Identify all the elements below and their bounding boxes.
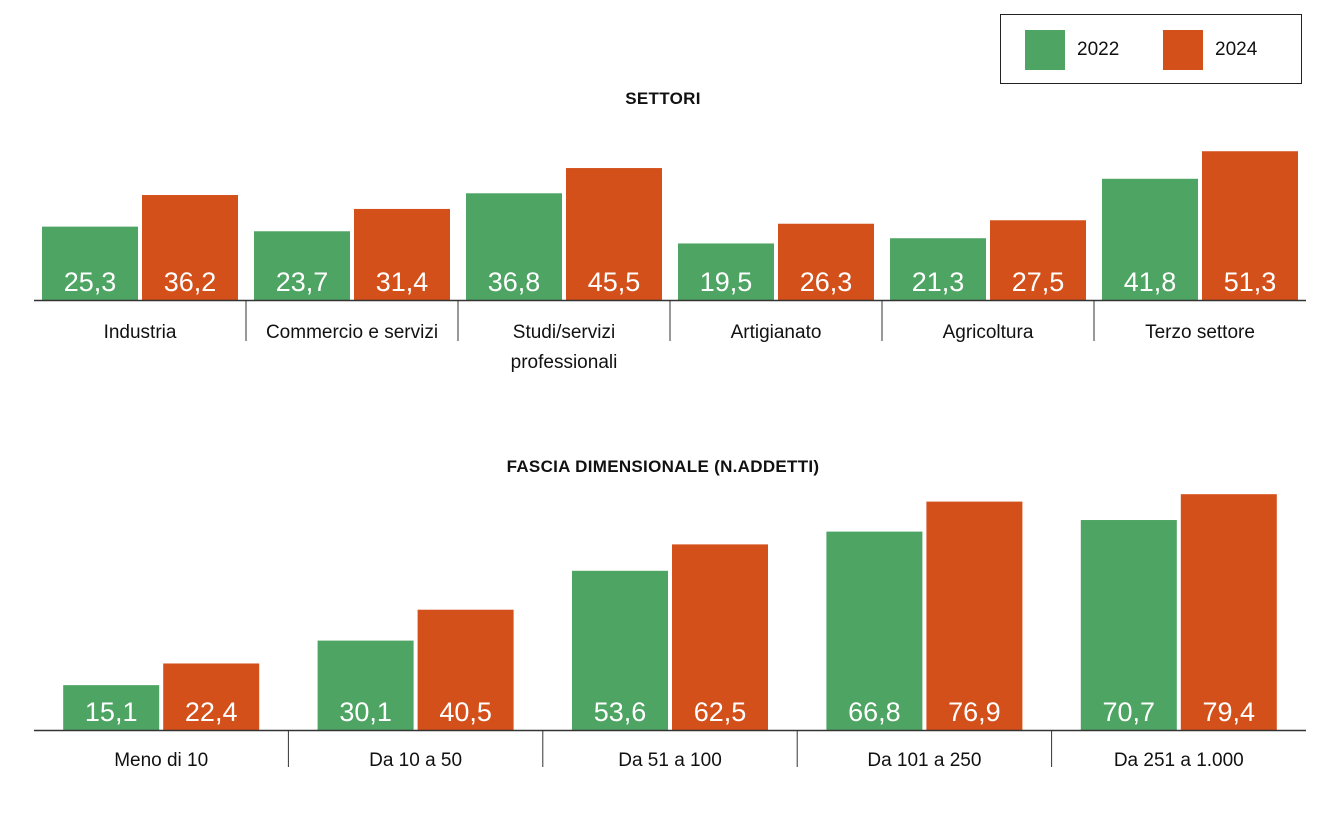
category-label-terzo-settore: Terzo settore — [1145, 322, 1255, 343]
legend-item-2024: 2024 — [1163, 30, 1258, 70]
legend-item-2022: 2022 — [1025, 30, 1120, 70]
legend-label-2022: 2022 — [1077, 39, 1120, 60]
bar-artigianato-2024 — [778, 223, 874, 300]
value-label-da-101-a-250-2022: 66,8 — [848, 697, 901, 727]
value-label-artigianato-2022: 19,5 — [700, 267, 753, 297]
value-label-studi-servizi-professionali-2022: 36,8 — [488, 267, 541, 297]
category-label-artigianato: Artigianato — [731, 322, 822, 343]
value-label-da-101-a-250-2024: 76,9 — [948, 697, 1001, 727]
value-label-da-51-a-100-2022: 53,6 — [594, 697, 647, 727]
category-label-studi-servizi-professionali: Studi/servizi professionali — [511, 322, 618, 373]
bar-da-51-a-100-2022 — [572, 570, 668, 730]
value-label-meno-di-10-2024: 22,4 — [185, 697, 238, 727]
legend-swatch-2022 — [1025, 30, 1065, 70]
category-label-agricoltura: Agricoltura — [943, 322, 1034, 343]
value-label-da-251-a-1-000-2024: 79,4 — [1203, 697, 1256, 727]
category-label-da-10-a-50: Da 10 a 50 — [369, 750, 462, 771]
bar-da-101-a-250-2024 — [926, 501, 1023, 730]
category-label-da-251-a-1-000: Da 251 a 1.000 — [1114, 750, 1244, 771]
bar-commercio-e-servizi-2024 — [354, 208, 450, 300]
panel-title-fascia: FASCIA DIMENSIONALE (N.ADDETTI) — [506, 457, 820, 476]
bar-studi-servizi-professionali-2022 — [466, 193, 562, 300]
category-label-commercio-e-servizi: Commercio e servizi — [266, 322, 438, 343]
value-label-agricoltura-2024: 27,5 — [1012, 267, 1065, 297]
bar-da-10-a-50-2024 — [417, 609, 514, 730]
value-label-terzo-settore-2024: 51,3 — [1224, 267, 1277, 297]
bar-da-251-a-1-000-2022 — [1080, 520, 1177, 730]
bar-industria-2022 — [42, 226, 138, 300]
bar-meno-di-10-2024 — [163, 663, 260, 730]
bar-agricoltura-2024 — [990, 220, 1086, 300]
chart-legend: 2022 2024 — [1000, 14, 1302, 84]
bar-terzo-settore-2024 — [1202, 151, 1298, 300]
value-label-commercio-e-servizi-2024: 31,4 — [376, 267, 429, 297]
bar-studi-servizi-professionali-2024 — [566, 168, 662, 300]
category-label-industria: Industria — [104, 322, 177, 343]
value-label-da-10-a-50-2024: 40,5 — [439, 697, 492, 727]
value-label-da-51-a-100-2024: 62,5 — [694, 697, 747, 727]
value-label-terzo-settore-2022: 41,8 — [1124, 267, 1177, 297]
value-label-artigianato-2024: 26,3 — [800, 267, 853, 297]
bar-agricoltura-2022 — [890, 238, 986, 300]
value-label-studi-servizi-professionali-2024: 45,5 — [588, 267, 641, 297]
category-label-da-101-a-250: Da 101 a 250 — [867, 750, 981, 771]
bar-commercio-e-servizi-2022 — [254, 231, 350, 300]
category-label-da-51-a-100: Da 51 a 100 — [618, 750, 722, 771]
panel-title-settori: SETTORI — [625, 89, 701, 108]
bar-artigianato-2022 — [678, 243, 774, 300]
value-label-industria-2022: 25,3 — [64, 267, 117, 297]
bar-meno-di-10-2022 — [63, 685, 160, 730]
bar-da-51-a-100-2024 — [672, 544, 768, 730]
value-label-da-251-a-1-000-2022: 70,7 — [1103, 697, 1156, 727]
value-label-industria-2024: 36,2 — [164, 267, 217, 297]
category-label-meno-di-10: Meno di 10 — [114, 750, 208, 771]
value-label-commercio-e-servizi-2022: 23,7 — [276, 267, 329, 297]
bar-industria-2024 — [142, 195, 238, 300]
bar-da-101-a-250-2022 — [826, 531, 923, 730]
value-label-meno-di-10-2022: 15,1 — [85, 697, 138, 727]
value-label-agricoltura-2022: 21,3 — [912, 267, 965, 297]
bar-terzo-settore-2022 — [1102, 178, 1198, 300]
value-label-da-10-a-50-2022: 30,1 — [339, 697, 392, 727]
legend-label-2024: 2024 — [1215, 39, 1258, 60]
bar-da-251-a-1-000-2024 — [1180, 494, 1277, 730]
legend-swatch-2024 — [1163, 30, 1203, 70]
bar-da-10-a-50-2022 — [317, 640, 414, 730]
